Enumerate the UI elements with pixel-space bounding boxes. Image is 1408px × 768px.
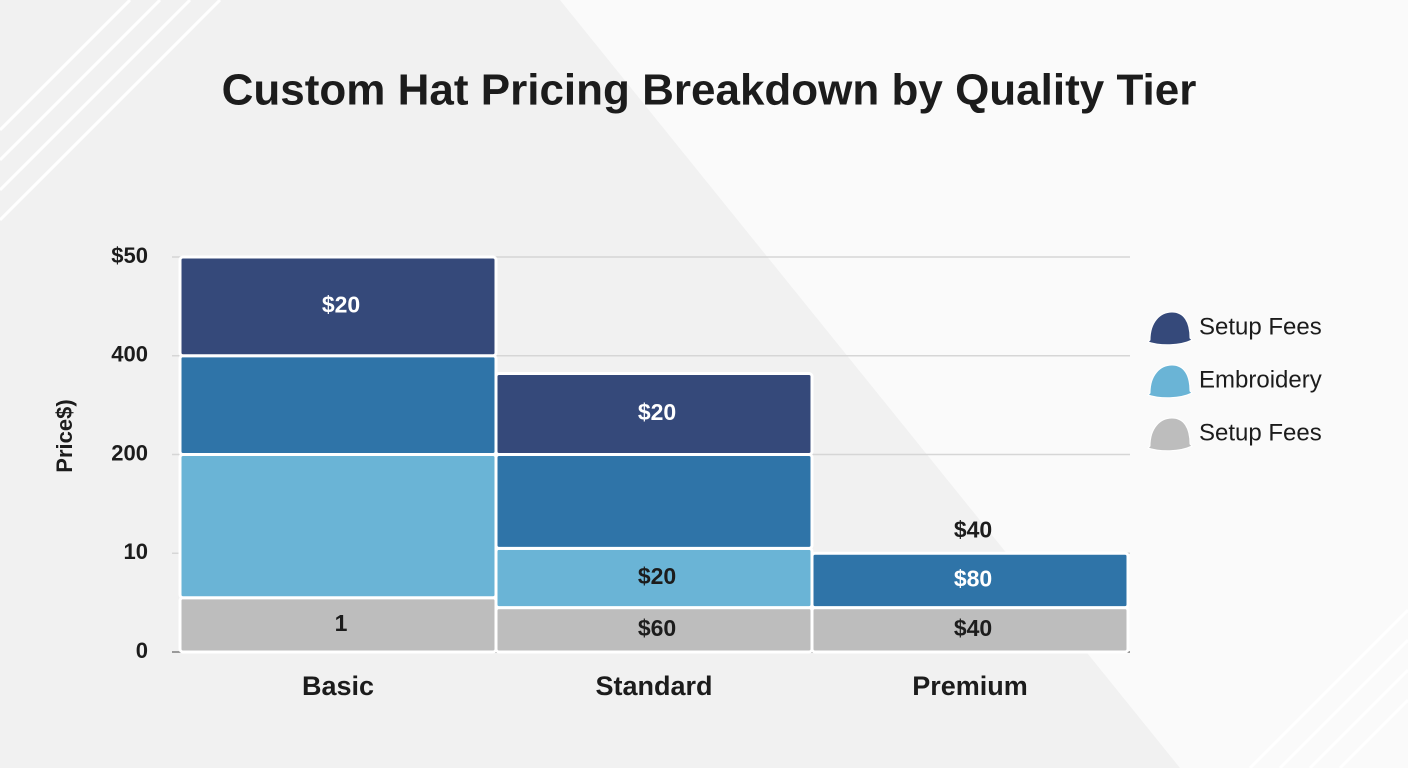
legend-item: Setup Fees <box>1147 417 1322 452</box>
legend-label: Setup Fees <box>1199 419 1322 446</box>
data-label: 1 <box>335 610 348 636</box>
y-tick-label: 0 <box>136 638 148 663</box>
legend-item: Setup Fees <box>1147 311 1322 346</box>
bar-segment <box>810 551 1130 610</box>
bar-segment <box>178 354 498 456</box>
y-axis-label: Price$) <box>52 399 77 472</box>
x-tick-label: Standard <box>595 671 712 701</box>
legend-label: Setup Fees <box>1199 313 1322 340</box>
x-tick-label: Premium <box>912 671 1028 701</box>
data-label: $20 <box>638 563 676 589</box>
legend-icon <box>1147 417 1193 452</box>
y-tick-label: 400 <box>111 342 148 367</box>
chart-title: Custom Hat Pricing Breakdown by Quality … <box>222 66 1197 115</box>
y-tick-label: $50 <box>111 243 148 268</box>
data-label: $80 <box>954 565 992 591</box>
y-tick-label: 10 <box>124 539 148 564</box>
bar-segment <box>494 453 814 550</box>
data-label: $20 <box>322 291 360 317</box>
bar-segment <box>178 255 498 358</box>
data-label: $20 <box>638 399 676 425</box>
data-label: $60 <box>638 615 676 641</box>
legend-icon <box>1147 364 1193 399</box>
bar-segment <box>494 372 814 456</box>
data-label: $40 <box>954 615 992 641</box>
x-tick-label: Basic <box>302 671 374 701</box>
data-label: $40 <box>954 516 992 542</box>
bar-segment <box>178 453 498 600</box>
background-band <box>560 0 1408 768</box>
legend-item: Embroidery <box>1147 364 1322 399</box>
y-tick-label: 200 <box>111 440 148 465</box>
legend-label: Embroidery <box>1199 366 1322 393</box>
legend-icon <box>1147 311 1193 346</box>
